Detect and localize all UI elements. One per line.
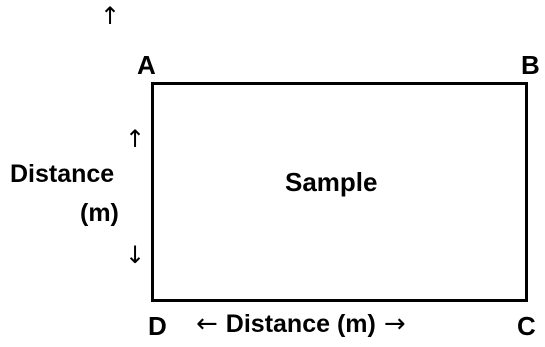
- corner-label-b: B: [521, 50, 540, 80]
- horizontal-axis-label-group: ← Distance (m) →: [196, 311, 406, 337]
- horizontal-left-arrow-icon: ←: [196, 309, 218, 339]
- top-up-arrow-icon: ↑: [100, 2, 121, 30]
- vertical-axis-label-line1: Distance: [10, 160, 115, 188]
- corner-label-d: D: [148, 311, 167, 341]
- horizontal-axis-label: Distance (m): [225, 309, 376, 338]
- sample-rectangle: [151, 82, 528, 302]
- vertical-axis-label-line2: (m): [80, 199, 119, 227]
- horizontal-right-arrow-icon: →: [383, 309, 406, 339]
- corner-label-c: C: [517, 311, 536, 341]
- sample-label: Sample: [285, 167, 378, 197]
- vertical-up-arrow-icon: ↑: [125, 125, 146, 153]
- vertical-down-arrow-icon: ↓: [125, 241, 146, 269]
- corner-label-a: A: [137, 50, 156, 80]
